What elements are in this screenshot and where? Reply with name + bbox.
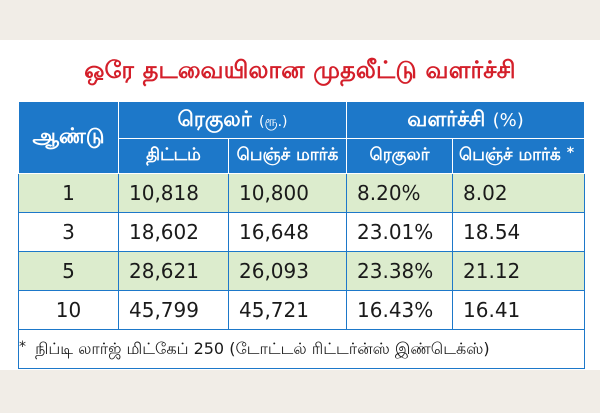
table-row: 3 18,602 16,648 23.01% 18.54 xyxy=(18,212,586,252)
regular-pct-cell: 8.20% xyxy=(346,173,454,213)
regular-header: ரெகுலர் (ரூ.) xyxy=(117,101,348,139)
subheader-benchmark: பெஞ்ச் மார்க் xyxy=(227,138,348,174)
footnote-text: நிப்டி லார்ஜ் மிட்கேப் 250 (டோட்டல் ரிட்… xyxy=(35,338,490,358)
benchmark-pct-cell: 18.54 xyxy=(452,212,586,252)
table-row: 5 28,621 26,093 23.38% 21.12 xyxy=(18,251,586,291)
regular-pct-cell: 23.01% xyxy=(346,212,454,252)
header-row-main: ஆண்டு ரெகுலர் (ரூ.) வளர்ச்சி (%) xyxy=(18,101,586,174)
subheader-plan: திட்டம் xyxy=(118,138,229,174)
plan-cell: 10,818 xyxy=(118,173,229,213)
benchmark-cell: 10,800 xyxy=(227,173,348,213)
footnote: * நிப்டி லார்ஜ் மிட்கேப் 250 (டோட்டல் ரி… xyxy=(17,329,586,369)
subheader-benchmark-pct: பெஞ்ச் மார்க் * xyxy=(452,138,586,174)
regular-header-label: ரெகுலர் xyxy=(177,106,252,131)
header-row-sub: திட்டம் பெஞ்ச் மார்க் ரெகுலர் பெஞ்ச் மார… xyxy=(19,138,586,174)
year-cell: 1 xyxy=(18,173,119,213)
plan-cell: 45,799 xyxy=(118,290,229,330)
year-cell: 5 xyxy=(18,251,119,291)
benchmark-pct-cell: 8.02 xyxy=(452,173,586,213)
growth-header: வளர்ச்சி (%) xyxy=(346,101,586,139)
year-header: ஆண்டு xyxy=(18,101,119,174)
regular-header-unit: (ரூ.) xyxy=(258,113,288,130)
growth-header-label: வளர்ச்சி xyxy=(407,106,486,131)
plan-cell: 18,602 xyxy=(118,212,229,252)
benchmark-pct-cell: 16.41 xyxy=(452,290,586,330)
benchmark-cell: 16,648 xyxy=(227,212,348,252)
growth-header-unit: (%) xyxy=(492,109,524,131)
table-row: 1 10,818 10,800 8.20% 8.02 xyxy=(18,173,586,213)
page-title: ஒரே தடவையிலான முதலீட்டு வளர்ச்சி xyxy=(84,56,516,84)
year-cell: 10 xyxy=(18,290,119,330)
benchmark-cell: 26,093 xyxy=(227,251,348,291)
table-row: 10 45,799 45,721 16.43% 16.41 xyxy=(18,290,586,330)
benchmark-cell: 45,721 xyxy=(227,290,348,330)
year-cell: 3 xyxy=(18,212,119,252)
footnote-asterisk: * xyxy=(19,338,26,355)
subheader-regular-pct: ரெகுலர் xyxy=(346,138,454,174)
plan-cell: 28,621 xyxy=(118,251,229,291)
growth-table: ஆண்டு ரெகுலர் (ரூ.) வளர்ச்சி (%) திட்டம்… xyxy=(17,101,586,369)
asterisk: * xyxy=(566,145,575,161)
benchmark-pct-cell: 21.12 xyxy=(452,251,586,291)
footnote-row: * நிப்டி லார்ஜ் மிட்கேப் 250 (டோட்டல் ரி… xyxy=(17,329,586,369)
subheader-benchmark-pct-label: பெஞ்ச் மார்க் xyxy=(458,145,561,165)
regular-pct-cell: 16.43% xyxy=(346,290,454,330)
regular-pct-cell: 23.38% xyxy=(346,251,454,291)
